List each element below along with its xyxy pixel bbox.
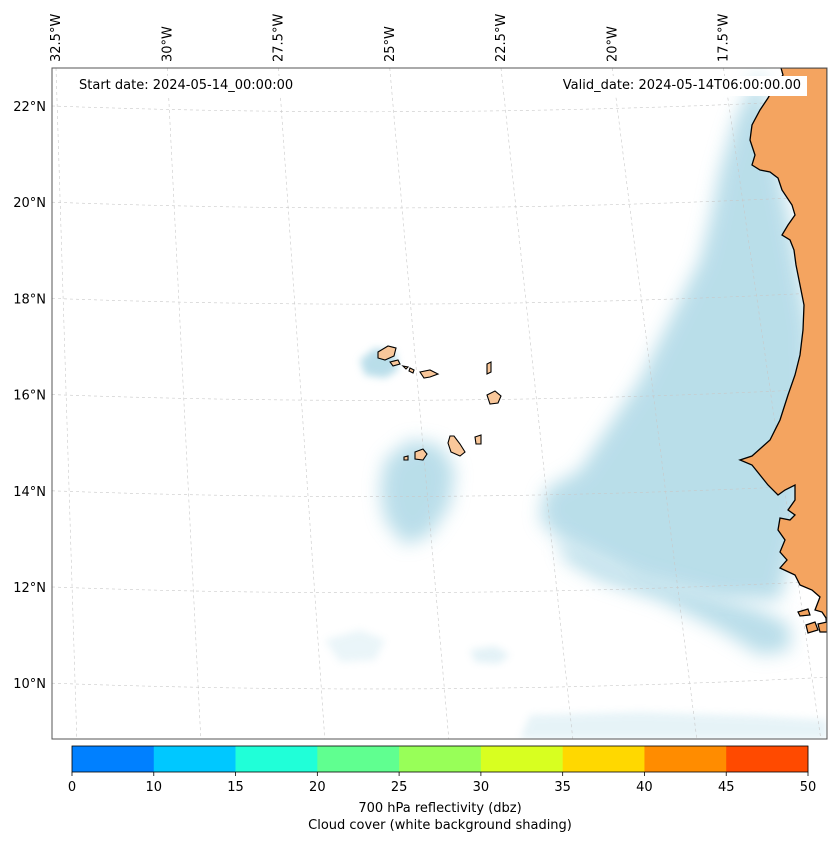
longitude-label: 32.5°W xyxy=(49,14,64,62)
island-santiago xyxy=(447,435,466,457)
longitude-labels: 32.5°W 30°W 27.5°W 25°W 22.5°W 20°W 17.5°W xyxy=(49,14,732,62)
colorbar-segment xyxy=(399,746,482,772)
colorbar-tick-label: 50 xyxy=(800,780,817,795)
colorbar-segment xyxy=(562,746,645,772)
parallel-line xyxy=(52,292,827,305)
colorbar-tick-label: 45 xyxy=(718,780,735,795)
colorbar-segment xyxy=(317,746,400,772)
longitude-label: 17.5°W xyxy=(717,14,732,62)
latitude-label: 20°N xyxy=(13,196,46,211)
colorbar-subtitle: Cloud cover (white background shading) xyxy=(308,818,572,833)
latitude-label: 16°N xyxy=(13,389,46,404)
cloud-cover-shading xyxy=(325,70,827,739)
meridian-line xyxy=(278,68,326,739)
colorbar-tick-label: 35 xyxy=(554,780,571,795)
meridian-line xyxy=(389,68,450,739)
colorbar: 0 10 15 20 25 30 35 40 45 50 xyxy=(68,745,817,795)
longitude-label: 22.5°W xyxy=(494,14,509,62)
latitude-label: 10°N xyxy=(13,677,46,692)
cloud-patch-brava xyxy=(380,440,455,545)
map-panel xyxy=(52,68,827,739)
parallel-line xyxy=(52,388,827,401)
island-boa-vista xyxy=(486,390,502,405)
graticule xyxy=(52,68,827,739)
parallel-line xyxy=(52,195,827,209)
bissau-islets xyxy=(797,608,827,634)
colorbar-title: 700 hPa reflectivity (dbz) xyxy=(358,801,522,816)
colorbar-segment xyxy=(72,746,155,772)
meridian-line xyxy=(723,68,822,739)
colorbar-tick-label: 15 xyxy=(227,780,244,795)
colorbar-segment xyxy=(153,746,236,772)
meridian-line xyxy=(55,68,78,739)
island-santo-antao xyxy=(377,345,397,361)
parallel-line xyxy=(52,484,827,497)
meridian-line xyxy=(611,68,698,739)
cloud-patch-south-edge xyxy=(520,712,827,739)
valid-date-label: Valid_date: 2024-05-14T06:00:00.00 xyxy=(556,76,807,96)
latitude-label: 14°N xyxy=(13,485,46,500)
colorbar-segment xyxy=(644,746,727,772)
map-frame xyxy=(51,67,828,740)
island-sao-nicolau-east xyxy=(419,369,440,379)
island-fogo xyxy=(414,448,428,461)
colorbar-segment xyxy=(480,746,563,772)
longitude-label: 25°W xyxy=(383,26,398,62)
latitude-labels: 22°N 20°N 18°N 16°N 14°N 12°N 10°N xyxy=(13,100,46,692)
parallel-line xyxy=(52,676,827,690)
colorbar-tick-label: 30 xyxy=(473,780,490,795)
colorbar-segment xyxy=(235,746,318,772)
island-sal xyxy=(486,361,492,375)
island-sao-vicente xyxy=(389,359,401,367)
cloud-band-south xyxy=(560,540,790,655)
start-date-label: Start date: 2024-05-14_00:00:00 xyxy=(73,76,300,96)
longitude-label: 27.5°W xyxy=(272,14,287,62)
colorbar-tick-label: 20 xyxy=(309,780,326,795)
parallel-line xyxy=(52,99,827,113)
colorbar-segment xyxy=(726,746,809,772)
colorbar-tick-label: 25 xyxy=(391,780,408,795)
meridian-line xyxy=(166,68,202,739)
africa-mainland xyxy=(738,68,827,631)
parallel-line xyxy=(52,580,827,594)
longitude-label: 20°W xyxy=(605,26,620,62)
latitude-label: 12°N xyxy=(13,581,46,596)
cabo-verde-islands xyxy=(377,345,502,461)
meridian-line xyxy=(500,68,574,739)
colorbar-tick-label: 40 xyxy=(636,780,653,795)
cloud-patch-west xyxy=(325,630,385,662)
cloud-patch-south-scatter xyxy=(470,646,510,664)
longitude-label: 30°W xyxy=(160,26,175,62)
island-sao-nicolau xyxy=(408,367,415,374)
latitude-label: 22°N xyxy=(13,100,46,115)
island-maio xyxy=(474,434,482,445)
latitude-label: 18°N xyxy=(13,292,46,307)
cloud-band-main xyxy=(540,70,812,600)
island-brava xyxy=(403,455,409,461)
island-santa-luzia xyxy=(401,365,410,370)
colorbar-tick-label: 0 xyxy=(68,780,76,795)
colorbar-tick-label: 10 xyxy=(146,780,163,795)
colorbar-frame xyxy=(71,745,809,773)
